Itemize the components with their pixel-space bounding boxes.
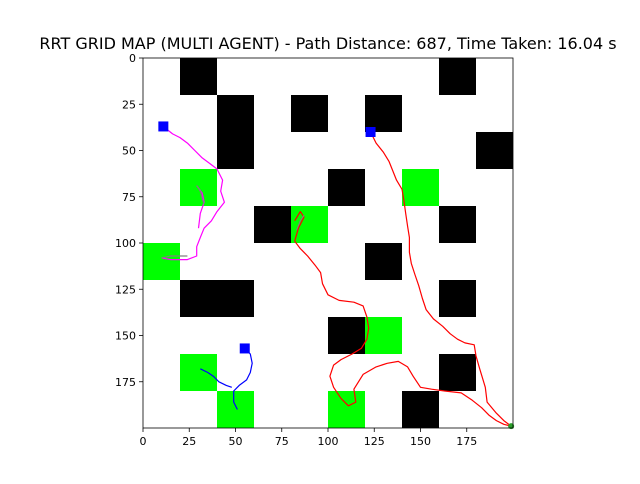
path-line [370, 131, 512, 427]
obstacle-cell [217, 132, 254, 169]
x-tick-label: 0 [140, 435, 147, 448]
x-tick-label: 75 [275, 435, 289, 448]
obstacle-cell [180, 280, 217, 317]
obstacle-cell [476, 132, 513, 169]
path-line [294, 211, 512, 427]
x-tick-label: 100 [318, 435, 339, 448]
start-marker [158, 121, 169, 132]
obstacle-cell [217, 280, 254, 317]
y-tick-label: 100 [115, 237, 136, 250]
obstacle-cell [439, 58, 476, 95]
goal-cell [180, 354, 217, 391]
y-tick-label: 175 [115, 376, 136, 389]
obstacle-cell [328, 169, 365, 206]
goal-cell [143, 243, 180, 280]
path-line [233, 347, 253, 410]
goal-cell [328, 391, 365, 428]
x-tick-label: 175 [456, 435, 477, 448]
x-tick-label: 150 [410, 435, 431, 448]
goal-cell [365, 317, 402, 354]
obstacle-cell [254, 206, 291, 243]
y-tick-label: 125 [115, 283, 136, 296]
obstacle-cell [439, 280, 476, 317]
obstacle-cell [328, 317, 365, 354]
path-line [196, 185, 205, 205]
path-line [296, 214, 305, 231]
y-tick-label: 50 [122, 145, 136, 158]
axis-ticks: 0 25 50 75 100 125 150 175 0 25 50 75 100 125 150 175 [115, 52, 477, 448]
chart-title: RRT GRID MAP (MULTI AGENT) - Path Distan… [39, 34, 616, 53]
obstacle-cell [217, 95, 254, 132]
path-line [200, 368, 232, 388]
obstacle-cell [439, 354, 476, 391]
x-tick-label: 50 [229, 435, 243, 448]
obstacle-cell [402, 391, 439, 428]
y-tick-label: 25 [122, 98, 136, 111]
obstacle-cell [180, 58, 217, 95]
y-tick-label: 150 [115, 330, 136, 343]
path-line [161, 255, 188, 259]
y-tick-label: 75 [122, 191, 136, 204]
obstacle-cell [439, 206, 476, 243]
plot-area [142, 57, 515, 430]
obstacle-cell [291, 95, 328, 132]
goal-cell [217, 391, 254, 428]
obstacle-cell [365, 243, 402, 280]
y-tick-label: 0 [129, 52, 136, 65]
start-marker [365, 127, 376, 137]
x-tick-label: 25 [182, 435, 196, 448]
start-marker [239, 343, 250, 354]
obstacle-cell [365, 95, 402, 132]
goal-cell [402, 169, 439, 206]
goal-cell [291, 206, 328, 243]
x-tick-label: 125 [364, 435, 385, 448]
path-line [161, 126, 225, 261]
